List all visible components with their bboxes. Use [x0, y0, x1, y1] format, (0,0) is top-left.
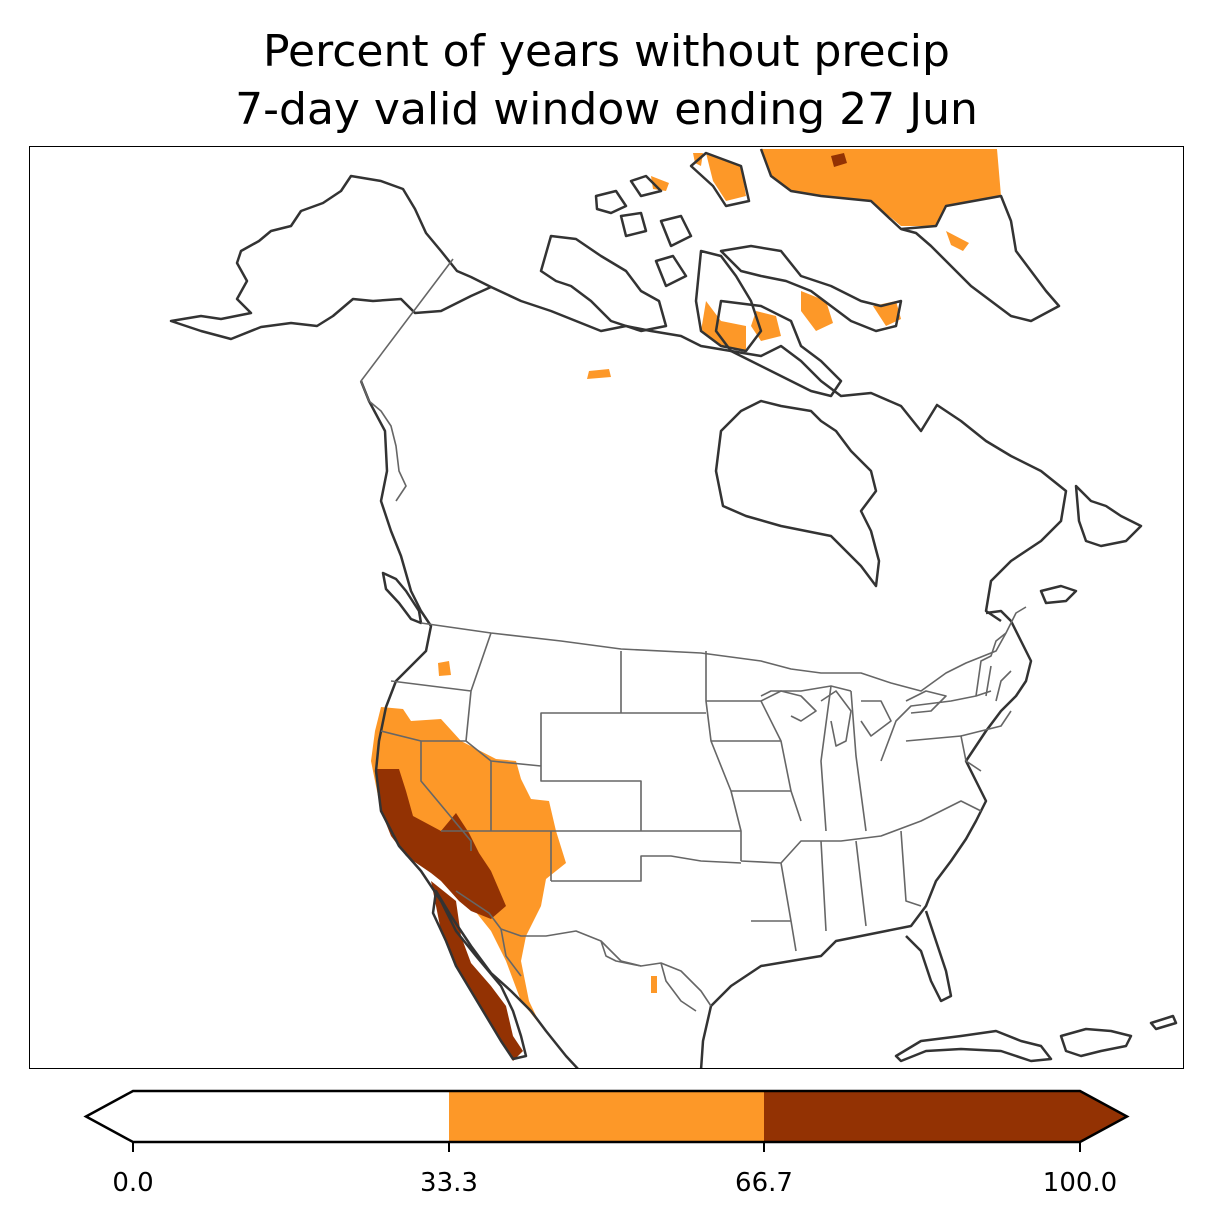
hispaniola-coast — [1059, 1027, 1133, 1058]
greenland-coast — [759, 148, 1061, 323]
colorbar-tick-marks — [132, 1142, 1081, 1152]
colorbar-tick-label-0: 0.0 — [112, 1168, 154, 1198]
map-canvas — [169, 148, 1178, 1068]
political-borders — [360, 258, 1027, 1012]
mexico-orange-spot — [651, 976, 657, 993]
arctic-orange-area-9 — [873, 301, 901, 326]
central-state-borders — [705, 651, 992, 952]
colorbar-tick-label-3: 100.0 — [1042, 1168, 1118, 1198]
alaska-coast — [169, 174, 493, 341]
arctic-orange-area-10 — [587, 369, 611, 379]
colorbar-tick-label-1: 33.3 — [420, 1168, 478, 1198]
gulf-coast — [699, 609, 1033, 1068]
pacific-coast — [359, 380, 579, 1068]
map-panel — [29, 146, 1184, 1069]
arctic-orange-area-1 — [761, 149, 1001, 226]
oregon-orange-spot — [438, 661, 451, 676]
colorbar-bin-mid — [449, 1091, 764, 1142]
arctic-island-5 — [619, 211, 648, 238]
newfoundland-coast — [1074, 484, 1143, 548]
west-state-borders — [380, 632, 742, 882]
arctic-island-6 — [659, 214, 693, 248]
northeast-state-borders — [960, 632, 1012, 737]
arctic-island-1 — [539, 234, 668, 333]
colorbar-tick-label-2: 66.7 — [735, 1168, 793, 1198]
florida-coast — [905, 910, 953, 1003]
california-brown-area — [376, 769, 506, 919]
arctic-island-7 — [654, 254, 688, 288]
hudson-bay-coast — [714, 399, 881, 588]
alaska-canada-border — [360, 258, 454, 502]
colorbar-bin-low — [133, 1091, 449, 1142]
colorbar-extend-low-triangle — [86, 1091, 133, 1142]
colorbar-extend-high-triangle — [1080, 1091, 1127, 1142]
mexico-state-borders — [500, 928, 697, 1012]
arctic-island-4 — [594, 189, 628, 215]
arctic-island-9 — [629, 174, 663, 198]
greenland-brown-spot — [831, 153, 847, 167]
chart-title-line-2: 7-day valid window ending 27 Jun — [235, 84, 978, 135]
arctic-mainland-coast — [490, 285, 1068, 623]
puerto-rico-coast — [1149, 1014, 1178, 1031]
arctic-island-3 — [719, 244, 903, 333]
chart-title-line-1: Percent of years without precip — [263, 26, 950, 77]
arctic-island-2 — [694, 249, 763, 353]
baffin-island — [714, 299, 843, 398]
arctic-orange-area-5 — [946, 231, 969, 251]
coastlines — [169, 148, 1178, 1068]
nova-scotia-coast — [1039, 584, 1078, 605]
great-lakes-outline — [760, 690, 947, 747]
cuba-coast — [894, 1029, 1053, 1063]
us-canada-border — [420, 606, 1027, 692]
arctic-island-8 — [689, 151, 751, 208]
colorbar-bin-high — [764, 1091, 1080, 1142]
